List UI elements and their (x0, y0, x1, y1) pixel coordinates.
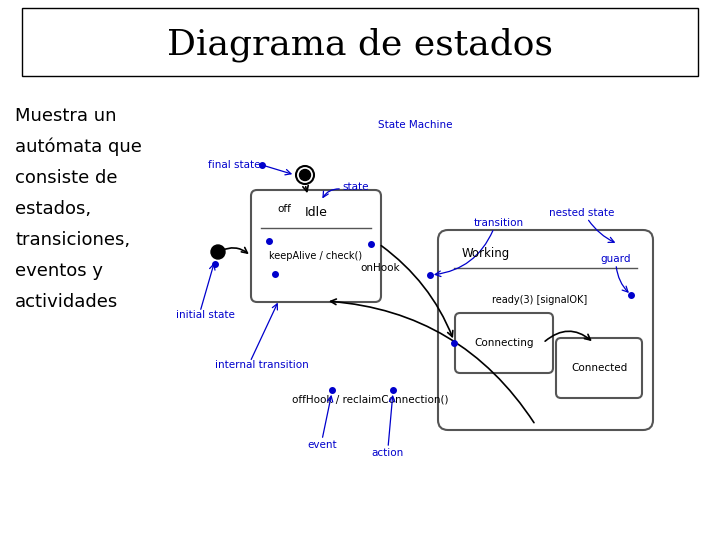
Circle shape (211, 245, 225, 259)
Text: event: event (307, 440, 337, 450)
Text: Idle: Idle (305, 206, 328, 219)
FancyBboxPatch shape (251, 190, 381, 302)
Text: final state: final state (207, 160, 260, 170)
Text: keepAlive / check(): keepAlive / check() (269, 251, 363, 261)
Text: Diagrama de estados: Diagrama de estados (167, 28, 553, 62)
Text: off: off (277, 204, 291, 214)
Text: autómata que: autómata que (15, 138, 142, 157)
FancyBboxPatch shape (455, 313, 553, 373)
Text: State Machine: State Machine (378, 120, 452, 130)
Text: transition: transition (474, 218, 524, 228)
Text: ready(3) [signalOK]: ready(3) [signalOK] (492, 295, 588, 305)
Text: transiciones,: transiciones, (15, 231, 130, 249)
Text: initial state: initial state (176, 310, 235, 320)
Text: internal transition: internal transition (215, 360, 309, 370)
Text: Working: Working (462, 247, 510, 260)
Text: consiste de: consiste de (15, 169, 117, 187)
Text: Muestra un: Muestra un (15, 107, 117, 125)
Text: estados,: estados, (15, 200, 91, 218)
Text: state: state (342, 182, 369, 192)
Text: Connecting: Connecting (474, 338, 534, 348)
FancyBboxPatch shape (556, 338, 642, 398)
Text: action: action (372, 448, 404, 458)
FancyBboxPatch shape (22, 8, 698, 76)
Text: guard: guard (600, 254, 631, 264)
Text: offHook / reclaimConnection(): offHook / reclaimConnection() (292, 395, 449, 405)
Text: actividades: actividades (15, 293, 118, 311)
Text: onHook: onHook (361, 263, 400, 273)
Circle shape (300, 170, 310, 180)
Text: eventos y: eventos y (15, 262, 103, 280)
Text: Connected: Connected (571, 363, 627, 373)
FancyBboxPatch shape (438, 230, 653, 430)
Text: nested state: nested state (549, 208, 615, 218)
